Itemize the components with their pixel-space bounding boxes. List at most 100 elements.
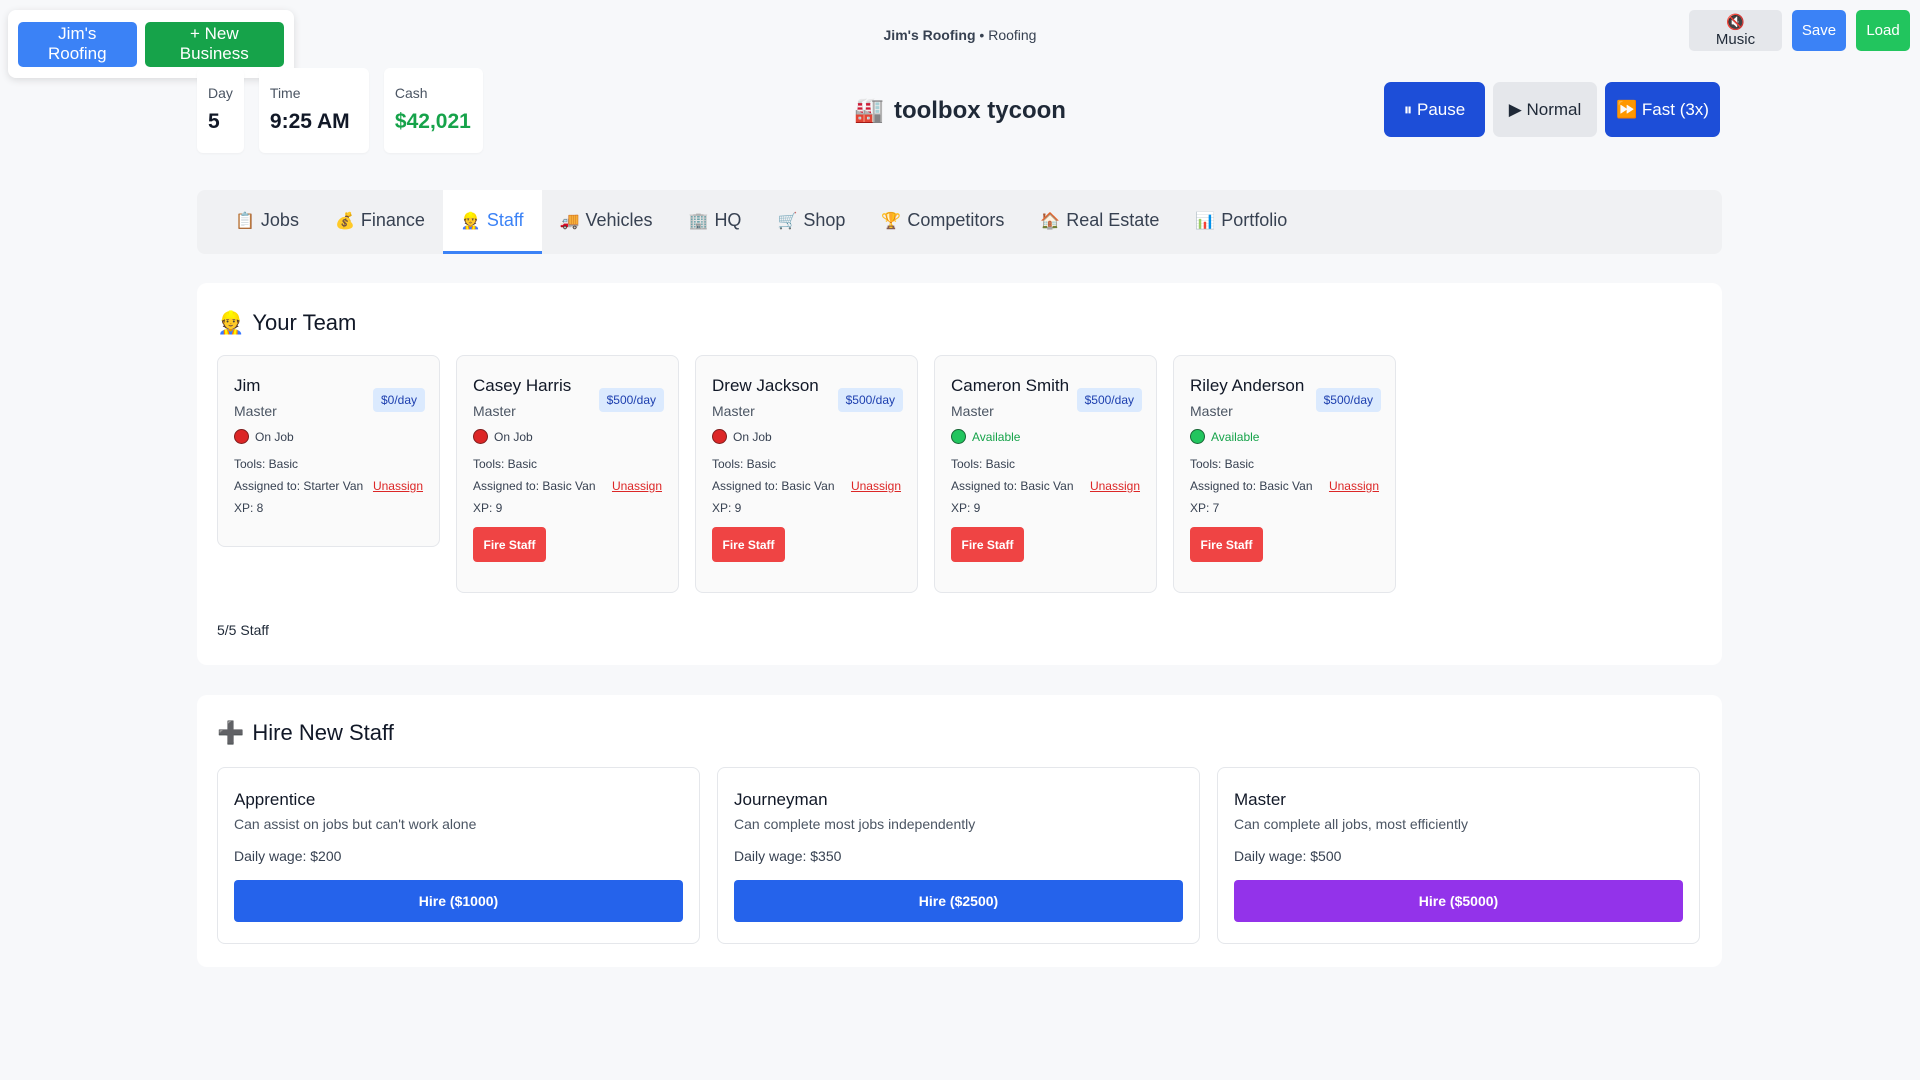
tab-finance[interactable]: 💰 Finance xyxy=(317,190,443,254)
wage-badge: $500/day xyxy=(1076,388,1142,412)
staff-tools: Tools: Basic xyxy=(234,457,299,471)
staff-assignment: Assigned to: Basic Van xyxy=(1190,479,1313,493)
tab-hq[interactable]: 🏢 HQ xyxy=(671,190,760,254)
wage-badge: $500/day xyxy=(598,388,664,412)
unassign-link[interactable]: Unassign xyxy=(850,479,901,493)
music-button[interactable]: 🔇 Music xyxy=(1689,10,1782,51)
staff-card: Cameron Smith Master $500/day Available … xyxy=(934,355,1157,593)
staff-rank: Master xyxy=(234,403,277,419)
main-tabs: 📋 Jobs 💰 Finance 👷 Staff 🚚 Vehicles 🏢 HQ 🛒 Sho… xyxy=(197,190,1722,254)
assignment-row: Assigned to: Basic Van Unassign xyxy=(1190,479,1379,493)
unassign-link[interactable]: Unassign xyxy=(611,479,662,493)
red-dot-icon xyxy=(473,429,488,444)
staff-list: Jim Master $0/day On Job Tools: Basic As… xyxy=(217,355,1396,593)
unassign-link[interactable]: Unassign xyxy=(372,479,423,493)
staff-tools: Tools: Basic xyxy=(1190,457,1255,471)
status-indicator: Available xyxy=(1190,429,1379,444)
shopping-cart-icon: 🛒 xyxy=(777,212,798,230)
business-name: Jim's Roofing xyxy=(883,27,976,43)
staff-xp: XP: 9 xyxy=(473,501,503,515)
status-text: On Job xyxy=(494,429,533,444)
tab-competitors[interactable]: 🏆 Competitors xyxy=(863,190,1022,254)
tab-label: Jobs xyxy=(260,210,299,230)
staff-card: Drew Jackson Master $500/day On Job Tool… xyxy=(695,355,918,593)
unassign-link[interactable]: Unassign xyxy=(1089,479,1140,493)
header-separator: • xyxy=(975,27,989,43)
wage-badge: $500/day xyxy=(1315,388,1381,412)
hire-title-text: Hire New Staff xyxy=(252,720,394,745)
fast-speed-button[interactable]: ⏩ Fast (3x) xyxy=(1605,82,1720,137)
tab-label: Competitors xyxy=(907,210,1005,230)
pause-button[interactable]: ⏸ Pause xyxy=(1384,82,1485,137)
save-button[interactable]: Save xyxy=(1792,10,1846,51)
money-bag-icon: 💰 xyxy=(334,212,355,230)
staff-tools: Tools: Basic xyxy=(712,457,777,471)
staff-name: Drew Jackson xyxy=(712,376,819,395)
staff-card: Casey Harris Master $500/day On Job Tool… xyxy=(456,355,679,593)
business-header: Jim's Roofing • Roofing xyxy=(0,27,1920,43)
tab-shop[interactable]: 🛒 Shop xyxy=(759,190,863,254)
top-right-controls: 🔇 Music Save Load xyxy=(1689,10,1910,51)
new-business-button[interactable]: + New Business xyxy=(144,21,284,67)
hire-option-title: Journeyman xyxy=(734,790,828,809)
tab-label: Real Estate xyxy=(1066,210,1160,230)
staff-xp: XP: 7 xyxy=(1190,501,1220,515)
staff-name: Jim xyxy=(234,376,261,395)
tab-jobs[interactable]: 📋 Jobs xyxy=(217,190,317,254)
staff-name: Cameron Smith xyxy=(951,376,1070,395)
status-indicator: On Job xyxy=(473,429,662,444)
green-dot-icon xyxy=(1190,429,1205,444)
staff-assignment: Assigned to: Starter Van xyxy=(234,479,364,493)
status-indicator: On Job xyxy=(712,429,901,444)
trophy-icon: 🏆 xyxy=(881,212,902,230)
business-switcher: Jim's Roofing + New Business xyxy=(8,10,294,78)
hire-journeyman-button[interactable]: Hire ($2500) xyxy=(734,880,1183,922)
time-value: 9:25 AM xyxy=(269,110,350,133)
clipboard-icon: 📋 xyxy=(235,212,255,230)
team-title-text: Your Team xyxy=(252,310,357,335)
status-indicator: On Job xyxy=(234,429,423,444)
fire-staff-button[interactable]: Fire Staff xyxy=(1190,527,1263,562)
load-button[interactable]: Load xyxy=(1856,10,1910,51)
staff-card: Jim Master $0/day On Job Tools: Basic As… xyxy=(217,355,440,547)
tab-real-estate[interactable]: 🏠 Real Estate xyxy=(1022,190,1177,254)
hire-panel: ➕ Hire New Staff Apprentice Can assist on… xyxy=(197,695,1722,967)
tab-staff[interactable]: 👷 Staff xyxy=(442,190,542,254)
normal-speed-button[interactable]: ▶ Normal xyxy=(1493,82,1597,137)
assignment-row: Assigned to: Starter Van Unassign xyxy=(234,479,423,493)
fire-staff-button[interactable]: Fire Staff xyxy=(951,527,1024,562)
hire-options: Apprentice Can assist on jobs but can't … xyxy=(217,767,1700,944)
hire-option-master: Master Can complete all jobs, most effic… xyxy=(1217,767,1700,944)
team-panel: 👷 Your Team Jim Master $0/day On Job Tool… xyxy=(197,283,1722,665)
tab-portfolio[interactable]: 📊 Portfolio xyxy=(1177,190,1305,254)
worker-icon: 👷 xyxy=(217,310,245,335)
factory-icon: 🏭 xyxy=(854,97,884,124)
unassign-link[interactable]: Unassign xyxy=(1328,479,1379,493)
staff-tools: Tools: Basic xyxy=(473,457,538,471)
time-stat: Time 9:25 AM xyxy=(258,68,369,153)
worker-icon: 👷 xyxy=(460,212,481,230)
tab-vehicles[interactable]: 🚚 Vehicles xyxy=(542,190,671,254)
cash-value: $42,021 xyxy=(394,110,471,133)
red-dot-icon xyxy=(712,429,727,444)
cash-label: Cash xyxy=(394,85,428,101)
fire-staff-button[interactable]: Fire Staff xyxy=(712,527,785,562)
status-text: Available xyxy=(972,429,1021,444)
hire-apprentice-button[interactable]: Hire ($1000) xyxy=(234,880,683,922)
fire-staff-button[interactable]: Fire Staff xyxy=(473,527,546,562)
stats-bar: Day 5 Time 9:25 AM Cash $42,021 xyxy=(197,68,483,153)
hire-option-description: Can complete most jobs independently xyxy=(734,816,976,832)
current-business-button[interactable]: Jim's Roofing xyxy=(18,21,137,67)
hire-option-description: Can complete all jobs, most efficiently xyxy=(1234,816,1468,832)
assignment-row: Assigned to: Basic Van Unassign xyxy=(951,479,1140,493)
hire-option-description: Can assist on jobs but can't work alone xyxy=(234,816,477,832)
red-dot-icon xyxy=(234,429,249,444)
hire-master-button[interactable]: Hire ($5000) xyxy=(1234,880,1683,922)
day-stat: Day 5 xyxy=(197,68,244,153)
hire-option-title: Apprentice xyxy=(234,790,316,809)
staff-card: Riley Anderson Master $500/day Available… xyxy=(1173,355,1396,593)
staff-xp: XP: 9 xyxy=(712,501,742,515)
staff-assignment: Assigned to: Basic Van xyxy=(712,479,835,493)
assignment-row: Assigned to: Basic Van Unassign xyxy=(473,479,662,493)
staff-rank: Master xyxy=(712,403,755,419)
